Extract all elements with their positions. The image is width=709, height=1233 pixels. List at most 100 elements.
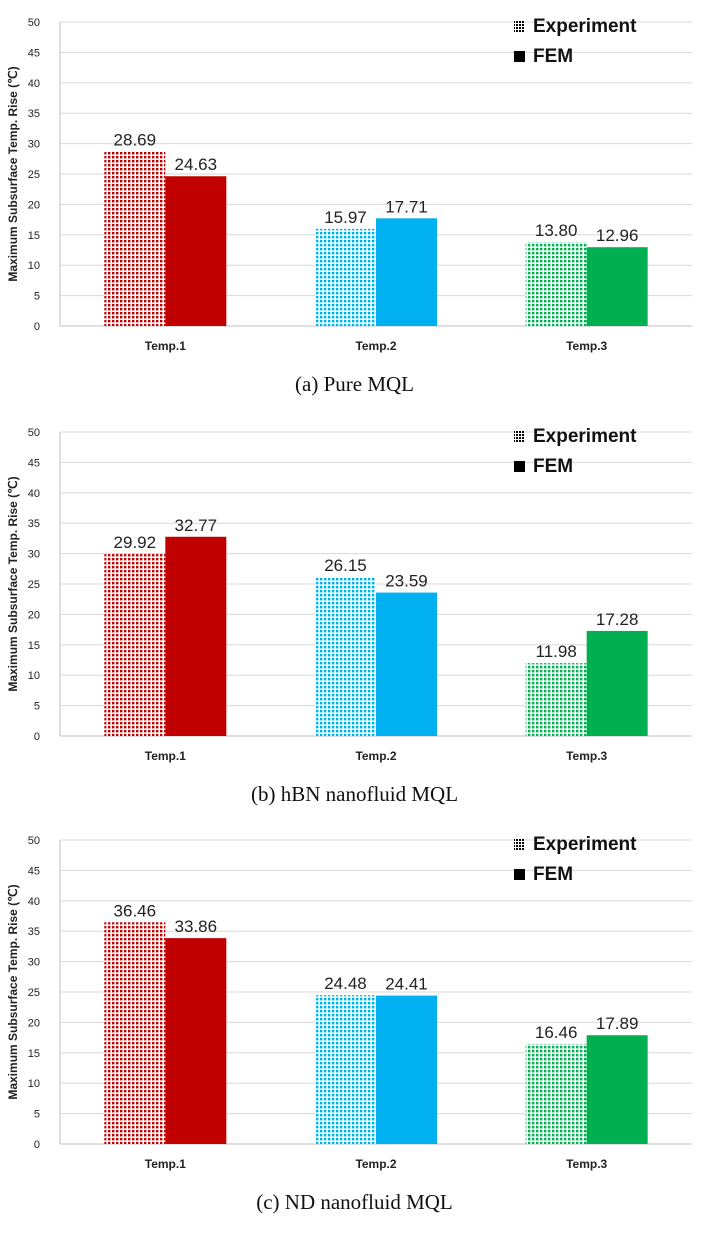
x-tick-label: Temp.1: [145, 749, 186, 763]
y-tick-label: 20: [28, 199, 40, 211]
data-label: 29.92: [114, 533, 157, 552]
y-tick-label: 10: [28, 260, 40, 272]
x-tick-label: Temp.2: [355, 339, 396, 353]
y-tick-label: 0: [34, 731, 40, 743]
y-tick-label: 15: [28, 230, 40, 242]
legend-label-experiment: Experiment: [533, 834, 637, 855]
data-label: 23.59: [385, 572, 428, 591]
chart-panel-c: 0 5 10 15 20 25 30 35 40 45 50 Maximum Subsurface T…: [0, 818, 709, 1190]
y-tick-label: 30: [28, 549, 40, 561]
y-tick-label: 45: [28, 47, 40, 59]
y-tick-label: 40: [28, 896, 40, 908]
y-tick-label: 5: [34, 291, 40, 303]
data-label: 12.96: [596, 226, 639, 245]
bar-experiment-temp1: [104, 554, 166, 736]
y-tick-label: 0: [34, 1139, 40, 1151]
data-label: 17.89: [596, 1014, 639, 1033]
data-label: 28.69: [114, 131, 157, 150]
data-label: 13.80: [535, 221, 578, 240]
y-tick-label: 30: [28, 957, 40, 969]
y-tick-label: 30: [28, 139, 40, 151]
chart-caption-a: (a) Pure MQL: [295, 372, 414, 396]
legend-swatch-fem: [514, 869, 525, 880]
y-tick-label: 20: [28, 609, 40, 621]
legend-label-fem: FEM: [533, 456, 573, 477]
bar-experiment-temp1: [104, 151, 166, 326]
x-tick-label: Temp.2: [355, 1157, 396, 1171]
bar-fem-temp2: [376, 592, 437, 736]
y-tick-label: 5: [34, 1109, 40, 1121]
bar-fem-temp1: [165, 536, 227, 736]
data-label: 15.97: [324, 208, 367, 227]
x-tick-label: Temp.3: [566, 749, 607, 763]
x-tick-label: Temp.1: [145, 339, 186, 353]
bar-fem-temp3: [586, 630, 648, 736]
bar-chart-nd-nanofluid-mql: 0 5 10 15 20 25 30 35 40 45 50 Maximum Subsurface T…: [6, 834, 692, 1171]
data-label: 17.71: [385, 197, 428, 216]
bar-chart-pure-mql: 0 5 10 15 20 25 30 35 40 45 50 Maximum Subsurface T…: [6, 16, 692, 353]
y-tick-label: 0: [34, 321, 40, 333]
legend-swatch-experiment: [514, 21, 525, 32]
bar-experiment-temp2: [315, 228, 376, 326]
data-label: 24.48: [324, 974, 367, 993]
y-tick-label: 45: [28, 865, 40, 877]
bar-experiment-temp1: [104, 922, 166, 1144]
y-tick-label: 25: [28, 579, 40, 591]
y-tick-label: 15: [28, 640, 40, 652]
legend-label-fem: FEM: [533, 46, 573, 67]
chart-panel-a: 0 5 10 15 20 25 30 35 40 45 50 Maximum Subsurface T…: [0, 0, 709, 372]
chart-panel-b: 0 5 10 15 20 25 30 35 40 45 50 Maximum Subsurface T…: [0, 410, 709, 782]
y-tick-label: 20: [28, 1017, 40, 1029]
x-tick-label: Temp.3: [566, 1157, 607, 1171]
data-label: 11.98: [536, 642, 577, 661]
y-axis-label: Maximum Subsurface Temp. Rise (℃): [6, 884, 20, 1099]
data-label: 17.28: [596, 610, 639, 629]
bar-experiment-temp2: [315, 577, 376, 736]
bar-fem-temp2: [376, 218, 437, 326]
legend-label-experiment: Experiment: [533, 16, 637, 37]
x-tick-label: Temp.2: [355, 749, 396, 763]
y-tick-label: 35: [28, 518, 40, 530]
bar-experiment-temp3: [525, 663, 587, 736]
y-tick-label: 5: [34, 701, 40, 713]
legend-label-experiment: Experiment: [533, 426, 637, 447]
bar-fem-temp2: [376, 995, 437, 1144]
bar-experiment-temp3: [525, 242, 587, 326]
bar-fem-temp3: [586, 1035, 648, 1144]
bar-fem-temp1: [165, 176, 227, 326]
bar-fem-temp1: [165, 938, 227, 1144]
x-tick-label: Temp.3: [566, 339, 607, 353]
bar-experiment-temp3: [525, 1043, 587, 1144]
y-tick-label: 10: [28, 670, 40, 682]
data-label: 26.15: [324, 556, 367, 575]
x-tick-label: Temp.1: [145, 1157, 186, 1171]
data-label: 16.46: [535, 1023, 578, 1042]
y-tick-label: 15: [28, 1048, 40, 1060]
chart-caption-c: (c) ND nanofluid MQL: [256, 1190, 453, 1214]
data-label: 33.86: [175, 917, 218, 936]
data-label: 24.63: [175, 155, 218, 174]
y-axis-label: Maximum Subsurface Temp. Rise (℃): [6, 476, 20, 691]
y-tick-label: 50: [28, 17, 40, 29]
y-tick-label: 25: [28, 987, 40, 999]
legend-swatch-experiment: [514, 431, 525, 442]
y-tick-label: 50: [28, 427, 40, 439]
y-tick-label: 50: [28, 835, 40, 847]
y-tick-label: 35: [28, 108, 40, 120]
chart-caption-b: (b) hBN nanofluid MQL: [250, 782, 459, 806]
data-label: 32.77: [175, 516, 218, 535]
y-tick-label: 40: [28, 488, 40, 500]
data-label: 36.46: [114, 901, 157, 920]
y-tick-label: 45: [28, 457, 40, 469]
y-tick-label: 25: [28, 169, 40, 181]
bar-experiment-temp2: [315, 995, 376, 1144]
y-tick-label: 35: [28, 926, 40, 938]
legend-swatch-fem: [514, 461, 525, 472]
y-tick-label: 40: [28, 78, 40, 90]
legend-swatch-experiment: [514, 839, 525, 850]
legend-label-fem: FEM: [533, 864, 573, 885]
data-label: 24.41: [385, 975, 428, 994]
bar-fem-temp3: [586, 247, 648, 326]
y-tick-label: 10: [28, 1078, 40, 1090]
legend-swatch-fem: [514, 51, 525, 62]
